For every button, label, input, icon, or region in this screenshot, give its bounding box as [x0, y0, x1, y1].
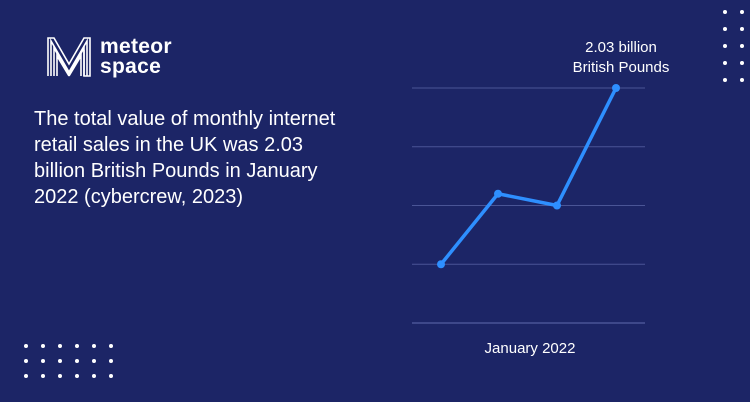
- brand-line-1: meteor: [100, 35, 172, 58]
- data-point-1: [437, 260, 445, 269]
- decorative-dot: [740, 10, 744, 14]
- decorative-dot: [75, 344, 79, 348]
- decorative-dot: [740, 27, 744, 31]
- decorative-dot: [740, 61, 744, 65]
- decorative-dot: [723, 10, 727, 14]
- decorative-dot: [24, 359, 28, 363]
- headline-text: The total value of monthly internet reta…: [34, 108, 336, 208]
- decorative-dot: [41, 374, 45, 378]
- m-stripes-logo-icon: [47, 37, 91, 77]
- data-point-4: [612, 84, 620, 92]
- decorative-dot: [58, 374, 62, 378]
- decorative-dot: [58, 344, 62, 348]
- decorative-dot: [41, 344, 45, 348]
- data-point-3: [553, 201, 561, 210]
- decorative-dot: [92, 359, 96, 363]
- decorative-dot: [740, 78, 744, 82]
- series-line: [439, 86, 618, 266]
- decorative-dot: [723, 27, 727, 31]
- decorative-dot: [41, 359, 45, 363]
- chart-annotation: 2.03 billion British Pounds: [548, 38, 694, 78]
- decorative-dot: [723, 44, 727, 48]
- decorative-dot: [75, 359, 79, 363]
- brand-wordmark: meteor space: [100, 35, 172, 78]
- annotation-line-2: British Pounds: [572, 59, 670, 76]
- brand-line-2: space: [100, 55, 162, 78]
- brand-logo: meteor space: [46, 36, 172, 78]
- decorative-dot: [24, 374, 28, 378]
- decorative-dot: [109, 344, 113, 348]
- decorative-dot: [723, 61, 727, 65]
- decorative-dot: [58, 359, 62, 363]
- decorative-dot: [740, 44, 744, 48]
- decorative-dot: [92, 344, 96, 348]
- x-axis-label: January 2022: [484, 340, 576, 357]
- data-point-2: [494, 189, 502, 198]
- annotation-line-1: 2.03 billion: [585, 39, 657, 56]
- decorative-dot: [92, 374, 96, 378]
- decorative-dot: [723, 78, 727, 82]
- decorative-dot: [109, 359, 113, 363]
- decorative-dot: [24, 344, 28, 348]
- decorative-dot: [109, 374, 113, 378]
- decorative-dot: [75, 374, 79, 378]
